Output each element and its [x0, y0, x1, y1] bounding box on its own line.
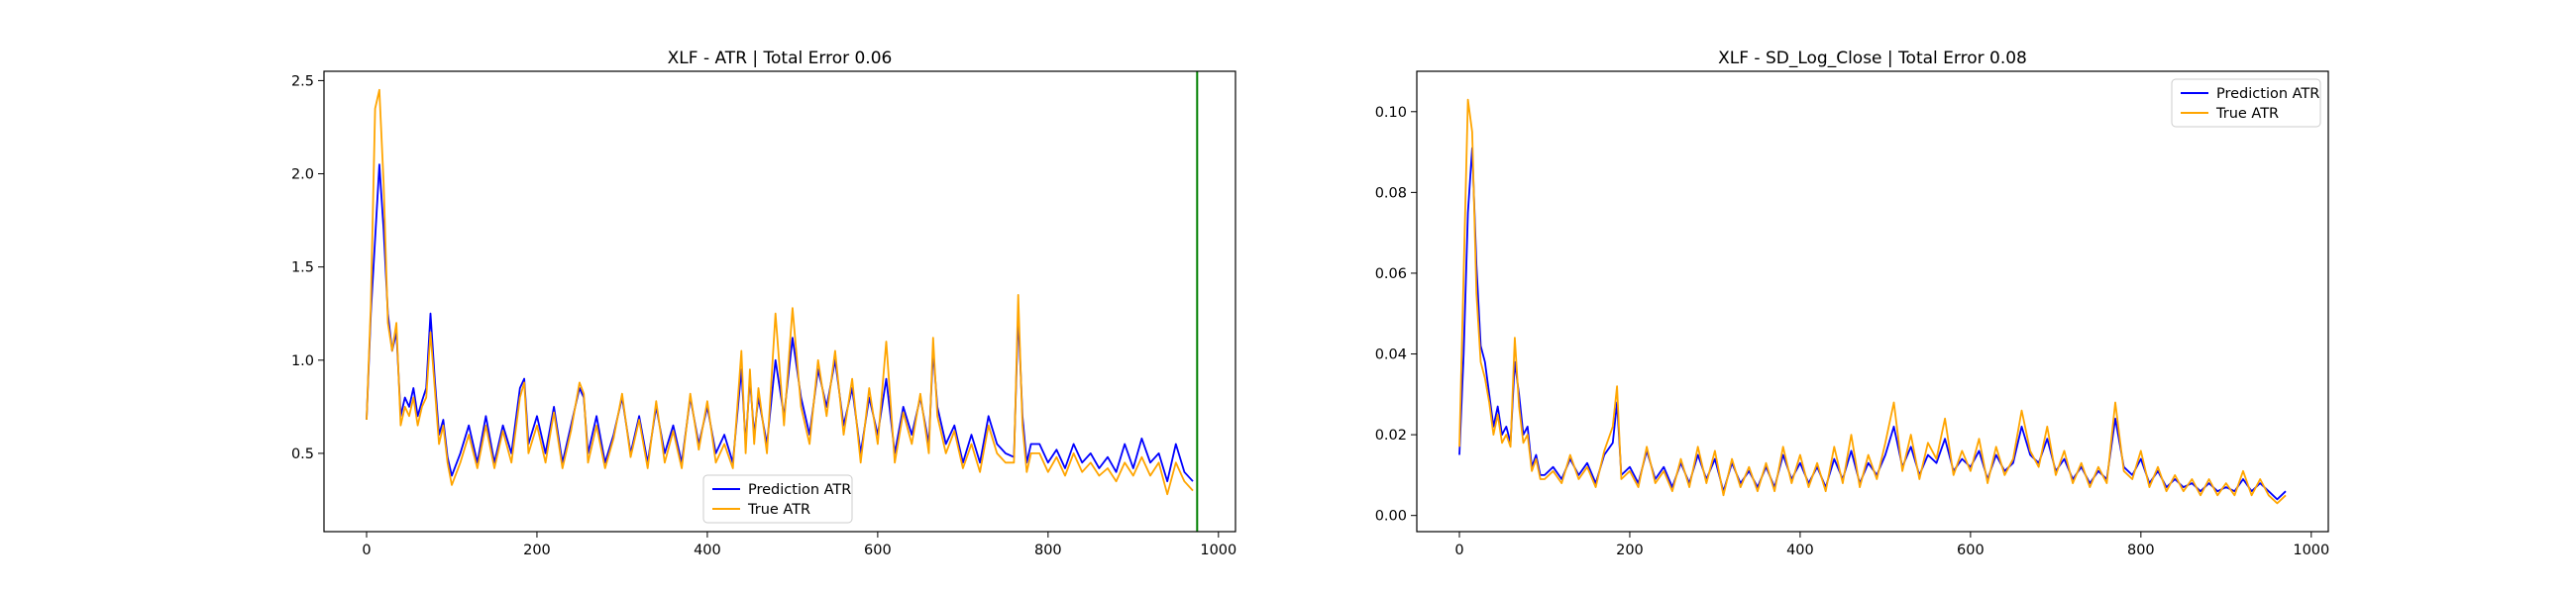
- y-tick-label: 1.5: [291, 260, 314, 276]
- y-tick-label: 2.0: [291, 167, 314, 183]
- legend-label: True ATR: [747, 502, 810, 518]
- y-tick-label: 0.5: [291, 446, 314, 462]
- y-tick-label: 0.02: [1375, 428, 1407, 444]
- series-line-prediction-atr: [1458, 147, 2287, 501]
- series-line-true-atr: [366, 88, 1194, 496]
- plot-area-frame: [323, 70, 1236, 533]
- x-tick-label: 400: [694, 543, 721, 558]
- series-line-prediction-atr: [366, 163, 1194, 483]
- legend-label: True ATR: [2215, 106, 2279, 122]
- x-tick-label: 200: [1616, 543, 1644, 558]
- y-tick-label: 0.10: [1375, 105, 1407, 121]
- legend-label: Prediction ATR: [2216, 86, 2319, 102]
- x-tick-label: 0: [362, 543, 371, 558]
- x-tick-label: 1000: [1200, 543, 1236, 558]
- y-tick-label: 1.0: [291, 353, 314, 369]
- y-tick-label: 0.06: [1375, 266, 1407, 282]
- x-tick-label: 1000: [2293, 543, 2329, 558]
- chart-sd-log-close: XLF - SD_Log_Close | Total Error 0.08 0 2…: [1375, 49, 2330, 558]
- chart-title: XLF - SD_Log_Close | Total Error 0.08: [1718, 49, 2027, 68]
- x-tick-label: 800: [2127, 543, 2155, 558]
- x-tick-label: 200: [523, 543, 551, 558]
- x-tick-label: 600: [1957, 543, 1985, 558]
- y-tick-label: 0.00: [1375, 509, 1407, 525]
- x-tick-label: 800: [1034, 543, 1062, 558]
- legend: Prediction ATR True ATR: [702, 474, 853, 524]
- plot-area-frame: [1416, 70, 2329, 533]
- chart-title: XLF - ATR | Total Error 0.06: [668, 49, 893, 68]
- x-tick-label: 400: [1786, 543, 1814, 558]
- y-tick-label: 2.5: [291, 73, 314, 89]
- y-tick-label: 0.04: [1375, 347, 1407, 363]
- y-tick-label: 0.08: [1375, 185, 1407, 201]
- series-line-true-atr: [1458, 98, 2287, 505]
- x-tick-label: 0: [1454, 543, 1463, 558]
- legend-label: Prediction ATR: [748, 482, 851, 498]
- chart-atr: XLF - ATR | Total Error 0.06 0 200 400 600 8…: [291, 49, 1236, 558]
- x-tick-label: 600: [864, 543, 892, 558]
- legend: Prediction ATR True ATR: [2171, 78, 2321, 128]
